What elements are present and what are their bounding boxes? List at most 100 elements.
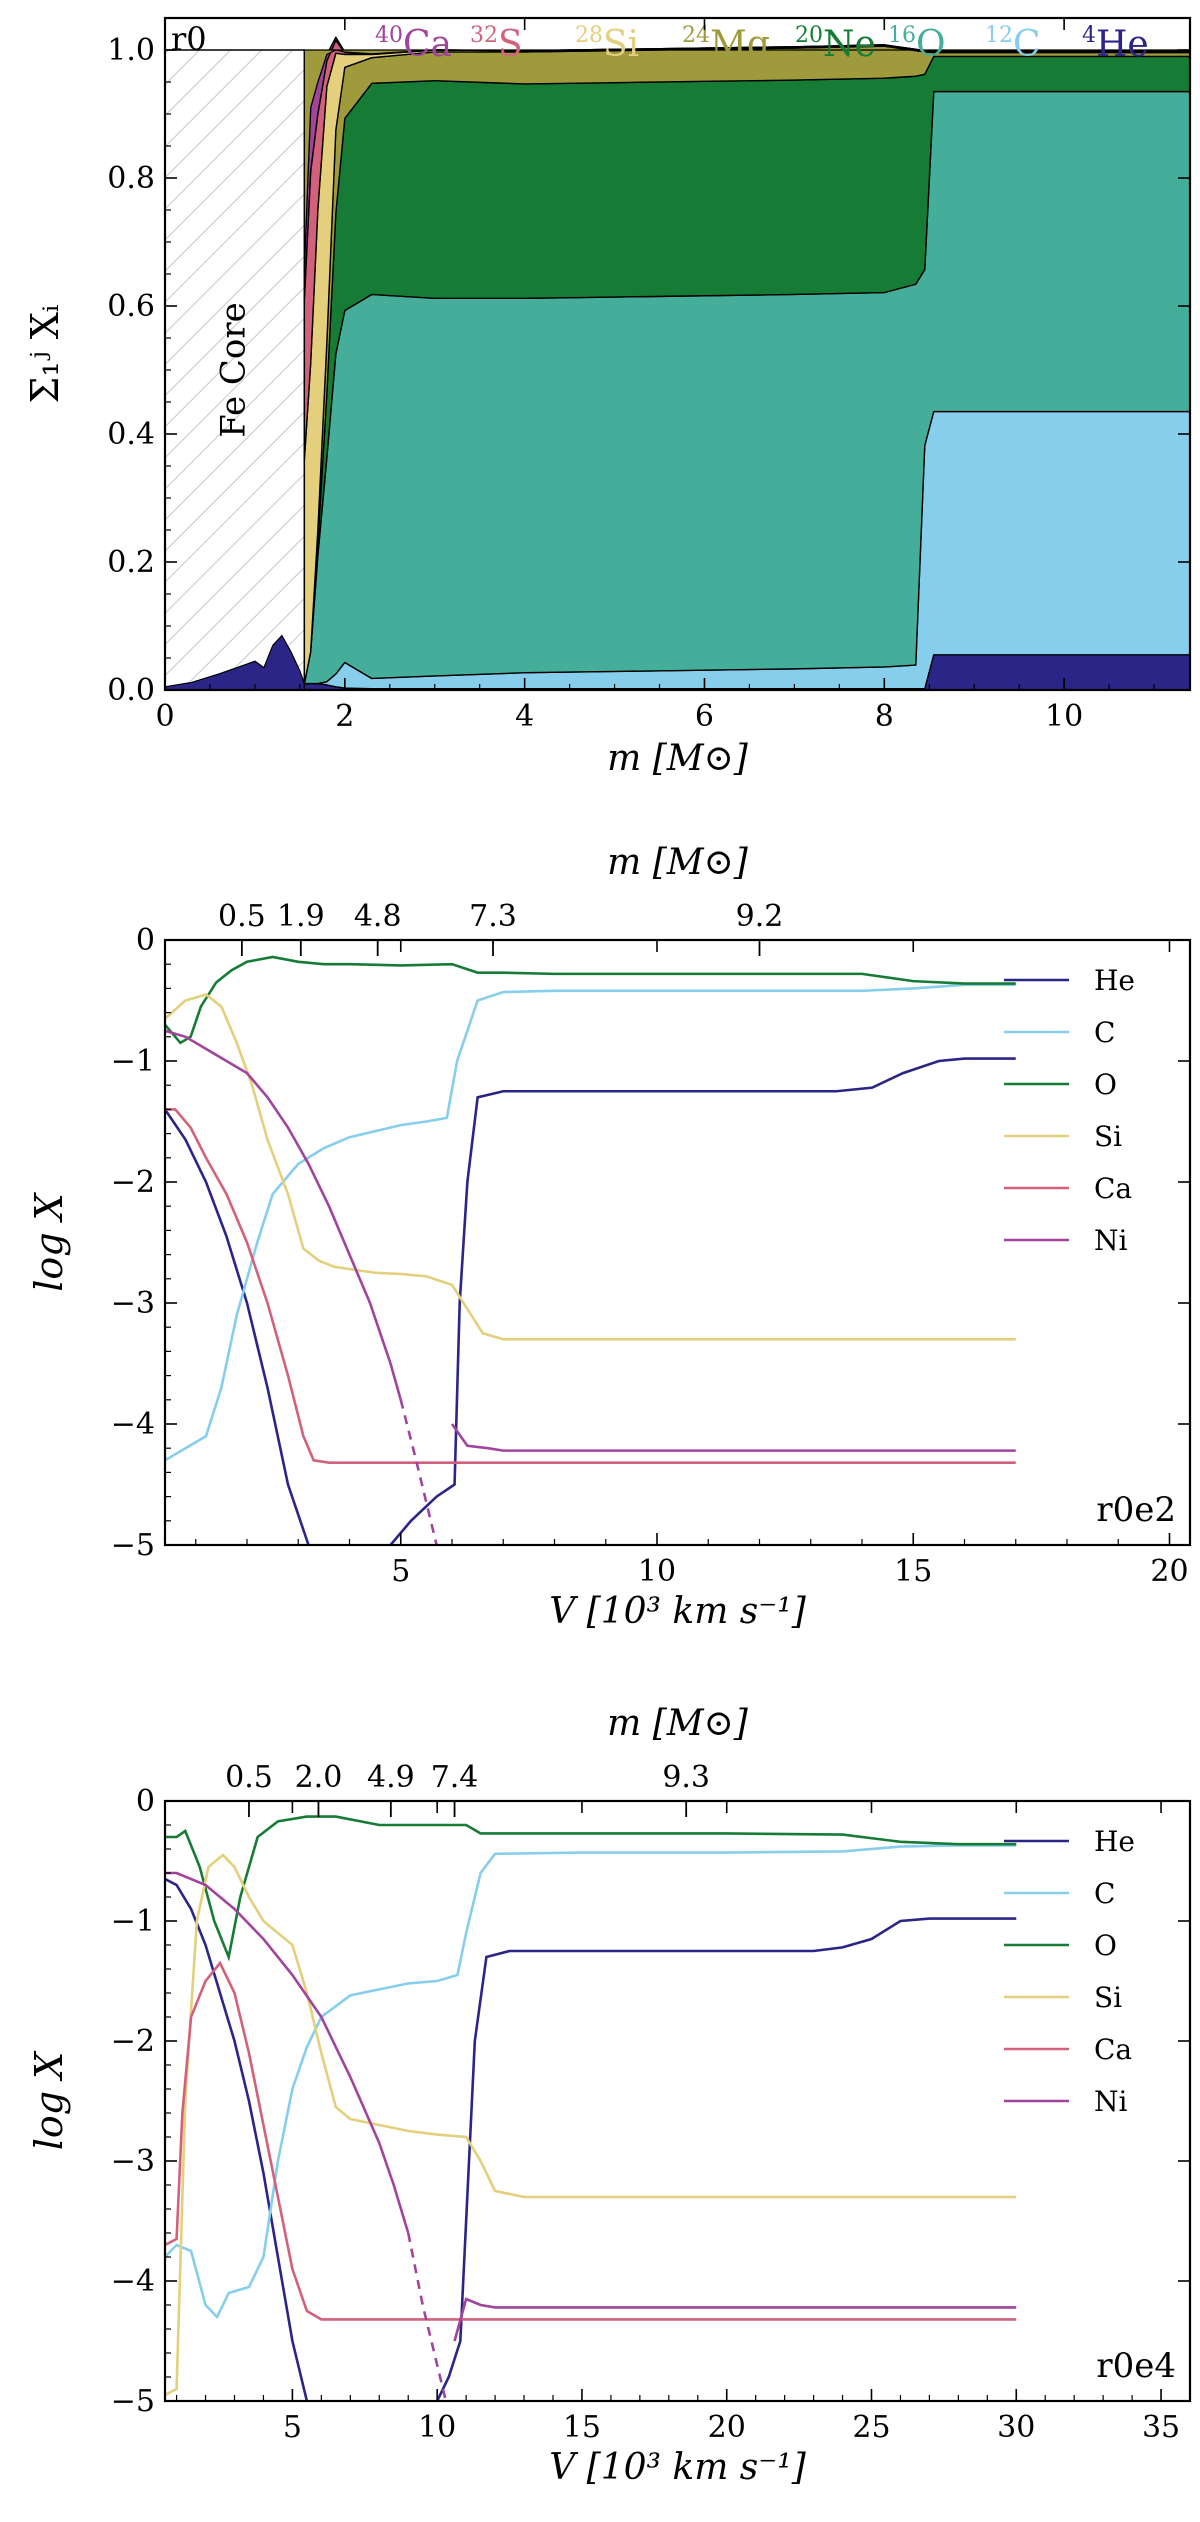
top-mass-label: 4.8 [354, 899, 402, 934]
x-tick-label: 5 [283, 2410, 302, 2445]
line-He-outer [436, 1917, 1017, 2401]
line-He [165, 1877, 309, 2401]
legend-element: Ne [823, 24, 876, 65]
x-tick-label: 20 [1150, 1554, 1188, 1589]
legend-20Ne: 20Ne [795, 23, 876, 65]
x-tick-label: 20 [708, 2410, 746, 2445]
y-tick-label: −3 [111, 2144, 155, 2179]
y-tick-label: −5 [111, 2384, 155, 2419]
r0e4-panel: He CO Si Ca Ni r0e4 5 10 15 20 25 30 35 −5 −4 −3 −2 −1 0 0.… [27, 1703, 1192, 2488]
legend-label-Ca: Ca [1094, 1172, 1132, 1205]
top-axis-label: m [M⊙] [607, 1703, 749, 1744]
x-tick-label: 5 [391, 1554, 410, 1589]
legend-28Si: 28Si [575, 23, 639, 65]
x-tick-label: 8 [875, 699, 894, 734]
x-tick-label: 35 [1142, 2410, 1180, 2445]
top-axis-label: m [M⊙] [607, 842, 749, 883]
top-mass-label: 4.9 [367, 1760, 415, 1795]
line-Ni [165, 1029, 403, 1401]
legend-24Mg: 24Mg [682, 23, 770, 65]
y-tick-label: 1.0 [107, 33, 155, 68]
x-tick-label: 4 [515, 699, 534, 734]
x-axis-label: V [10³ km s⁻¹] [549, 1591, 806, 1632]
plot-area [165, 36, 1190, 690]
top-mass-label: 9.2 [736, 899, 784, 934]
x-tick-label: 6 [695, 699, 714, 734]
top-mass-label: 0.5 [218, 899, 266, 934]
top-mass-label: 7.4 [431, 1760, 479, 1795]
legend-label-He: He [1094, 964, 1135, 997]
y-axis-label: Σ₁ʲ Xᵢ [23, 304, 67, 403]
legend-mass-number: 16 [888, 23, 916, 48]
legend-mass-number: 20 [795, 23, 823, 48]
legend-4He: 4He [1082, 23, 1149, 65]
r0e2-panel: He CO Si Ca Ni r0e2 5 10 15 20 −5 −4 −3 −2 −1 0 0.5 1.9 4.… [27, 842, 1192, 1632]
line-Ni-tail [453, 2297, 1017, 2342]
top-mass-label: 7.3 [469, 899, 517, 934]
y-tick-label: 0.4 [107, 417, 155, 452]
line-He-outer [389, 1057, 1016, 1545]
legend-label-C: C [1094, 1877, 1115, 1910]
y-tick-label: −5 [111, 1528, 155, 1563]
fe-core-region [165, 49, 306, 690]
legend-label-Si: Si [1094, 1981, 1122, 2014]
top-mass-label: 2.0 [295, 1760, 343, 1795]
line-Ca [165, 1108, 1016, 1465]
legend-element: S [498, 24, 523, 65]
line-He [165, 1108, 310, 1545]
line-O [165, 1815, 1017, 1962]
y-tick-label: 0 [136, 1784, 155, 1819]
legend-label-Ca: Ca [1094, 2033, 1132, 2066]
line-Ca [165, 1960, 1017, 2321]
y-tick-label: −3 [111, 1286, 155, 1321]
legend-mass-number: 40 [375, 23, 403, 48]
x-tick-label: 10 [638, 1554, 676, 1589]
legend-16O: 16O [888, 23, 946, 65]
line-Ni-dashed [406, 2232, 448, 2401]
legend-element: Si [603, 24, 639, 65]
y-axis-label: log X [27, 1191, 71, 1291]
legend-12C: 12C [985, 23, 1041, 65]
y-tick-label: 0.6 [107, 289, 155, 324]
y-tick-label: 0.8 [107, 161, 155, 196]
y-tick-label: −1 [111, 1044, 155, 1079]
model-label: r0e2 [1096, 1490, 1176, 1530]
legend-40Ca: 40Ca [375, 23, 452, 65]
y-tick-label: −4 [111, 2264, 155, 2299]
legend-label-O: O [1094, 1929, 1117, 1962]
legend-label-Si: Si [1094, 1120, 1122, 1153]
plot-frame [163, 938, 1192, 1547]
y-tick-label: 0.0 [107, 673, 155, 708]
x-tick-label: 0 [155, 699, 174, 734]
plot-frame [163, 16, 1192, 692]
top-mass-label: 9.3 [662, 1760, 710, 1795]
line-Si [165, 1853, 1017, 2397]
legend-label-Ni: Ni [1094, 1224, 1128, 1257]
line-Si [165, 993, 1016, 1341]
model-label: r0 [171, 20, 207, 58]
y-tick-label: −2 [111, 1165, 155, 1200]
x-tick-label: 15 [563, 2410, 601, 2445]
y-axis-label: log X [27, 2050, 71, 2150]
top-mass-label: 1.9 [277, 899, 325, 934]
x-axis-label: V [10³ km s⁻¹] [549, 2447, 806, 2488]
legend-element: Mg [710, 24, 770, 65]
legend-mass-number: 28 [575, 23, 603, 48]
line-Ni-tail [450, 1423, 1016, 1452]
legend-element: He [1096, 24, 1149, 65]
legend-mass-number: 4 [1082, 23, 1096, 48]
y-tick-label: 0 [136, 923, 155, 958]
x-tick-label: 25 [852, 2410, 890, 2445]
line-C [165, 1844, 1017, 2320]
core-he-area [165, 634, 305, 690]
line-O [165, 955, 1016, 1045]
legend-mass-number: 12 [985, 23, 1013, 48]
legend-label-C: C [1094, 1016, 1115, 1049]
line-Ni [165, 1871, 410, 2234]
x-tick-label: 15 [894, 1554, 932, 1589]
x-tick-label: 2 [335, 699, 354, 734]
y-tick-label: 0.2 [107, 545, 155, 580]
x-axis-label: m [M⊙] [607, 738, 749, 779]
plot-frame [163, 1799, 1192, 2403]
